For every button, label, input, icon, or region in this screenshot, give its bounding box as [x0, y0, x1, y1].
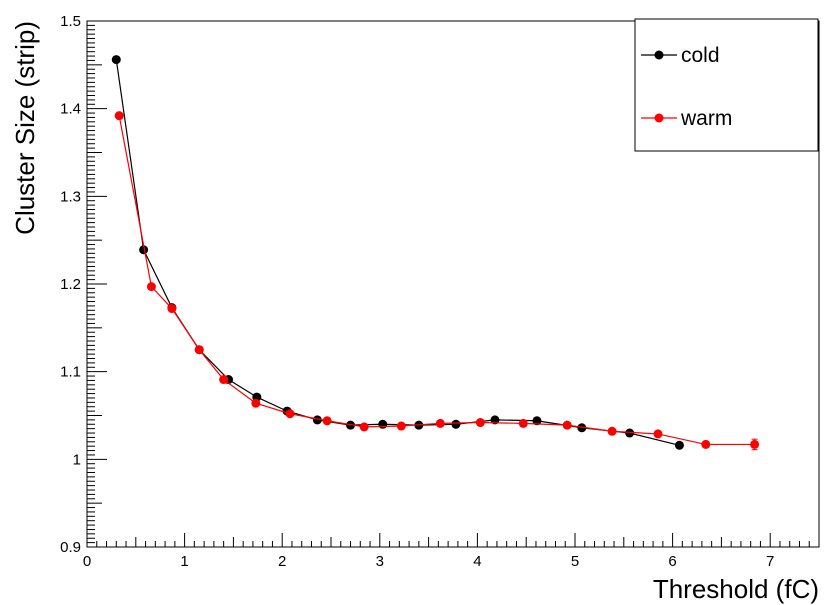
legend: cold warm	[634, 18, 819, 152]
data-point-cold	[378, 419, 388, 429]
data-point-warm	[750, 439, 760, 449]
legend-label: cold	[681, 44, 720, 67]
x-tick-label: 1	[180, 553, 188, 570]
data-point-warm	[167, 304, 177, 314]
x-tick-label: 5	[571, 553, 579, 570]
legend-label: warm	[680, 107, 732, 130]
data-point-warm	[435, 418, 445, 428]
data-point-warm	[219, 375, 229, 385]
y-tick-label: 1.3	[60, 188, 81, 205]
y-tick-label: 1.1	[60, 364, 81, 381]
data-point-warm	[518, 418, 528, 428]
y-tick-label: 1	[73, 451, 81, 468]
legend-marker	[654, 50, 664, 60]
series-warm	[114, 111, 760, 451]
data-point-warm	[562, 420, 572, 430]
y-tick-label: 0.9	[60, 539, 81, 556]
series-line-warm	[118, 115, 755, 446]
data-point-warm	[701, 439, 711, 449]
data-point-cold	[625, 428, 635, 438]
data-point-warm	[194, 345, 204, 355]
data-point-cold	[111, 55, 121, 65]
y-axis-title: Cluster Size (strip)	[10, 21, 40, 235]
data-point-cold	[532, 416, 542, 426]
x-tick-label: 0	[83, 553, 91, 570]
data-point-warm	[607, 426, 617, 436]
data-point-warm	[475, 418, 485, 428]
data-point-warm	[285, 409, 295, 419]
y-tick-label: 1.5	[60, 13, 81, 30]
y-axis: 0.9 1 1.1 1.2 1.3 1.4 1.5	[60, 13, 107, 556]
legend-marker	[654, 113, 664, 123]
data-series	[111, 55, 760, 451]
data-point-warm	[396, 421, 406, 431]
legend-box	[634, 18, 819, 152]
data-point-cold	[312, 415, 322, 425]
series-line-cold	[115, 59, 680, 446]
data-point-warm	[322, 416, 332, 426]
series-cold	[111, 55, 684, 450]
x-tick-label: 4	[473, 553, 481, 570]
x-tick-label: 7	[766, 553, 774, 570]
data-point-cold	[139, 245, 149, 255]
x-tick-label: 2	[278, 553, 286, 570]
x-tick-label: 3	[376, 553, 384, 570]
y-tick-label: 1.4	[60, 101, 81, 118]
data-point-warm	[146, 282, 156, 292]
data-point-warm	[114, 111, 124, 121]
data-point-warm	[359, 422, 369, 432]
x-axis: 0 1 2 3 4 5 6 7	[83, 533, 820, 570]
legend-item-cold: cold	[641, 44, 720, 67]
y-tick-label: 1.2	[60, 276, 81, 293]
data-point-cold	[674, 440, 684, 450]
x-axis-title: Threshold (fC)	[653, 574, 819, 604]
data-point-cold	[451, 419, 461, 429]
data-point-cold	[490, 415, 500, 425]
data-point-warm	[251, 398, 261, 408]
legend-item-warm: warm	[641, 107, 732, 130]
data-point-cold	[577, 423, 587, 433]
data-point-warm	[653, 429, 663, 439]
x-tick-label: 6	[668, 553, 676, 570]
